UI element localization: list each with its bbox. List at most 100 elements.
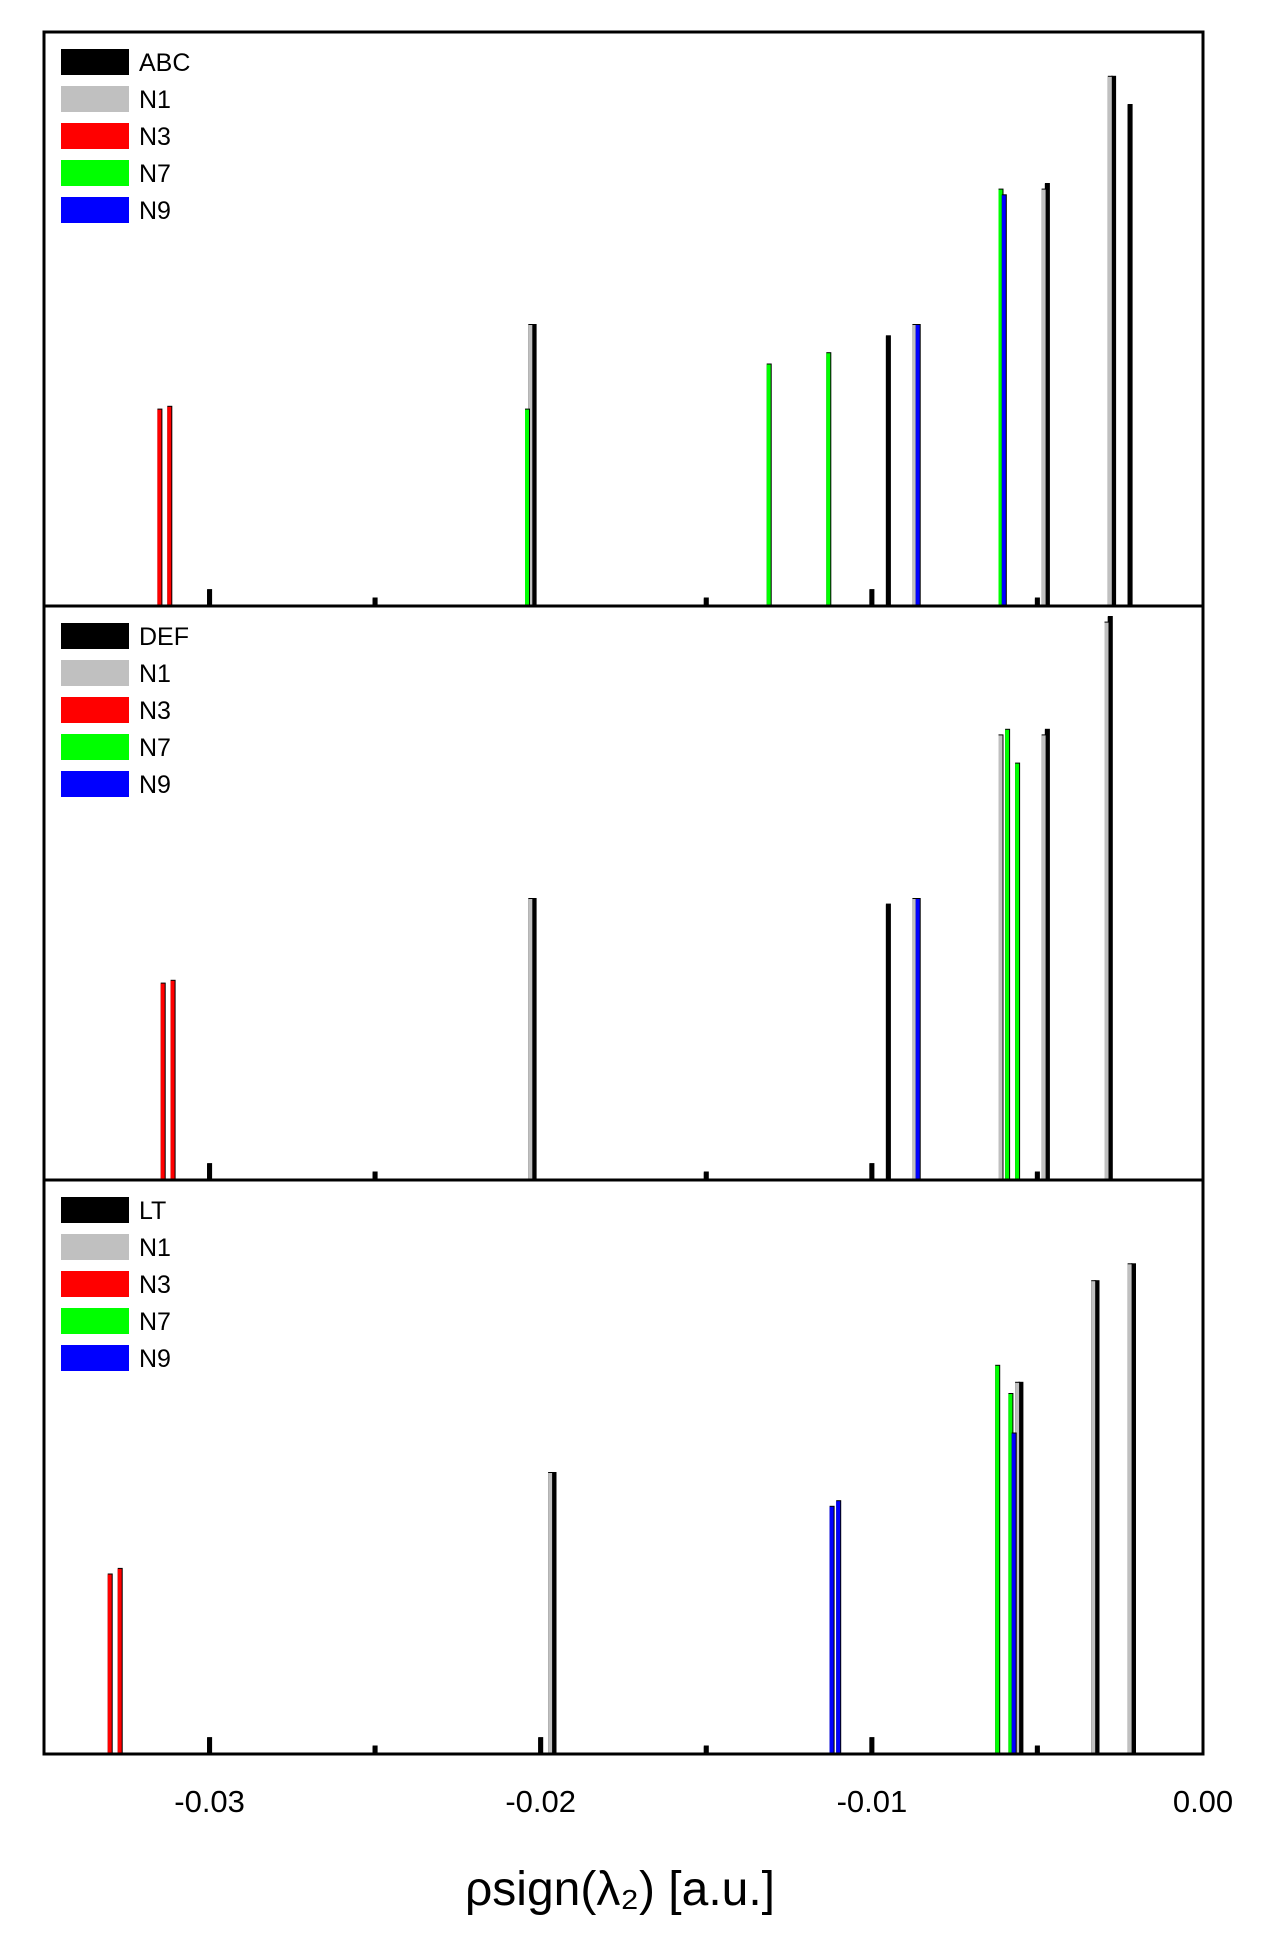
bar-n1 — [998, 735, 1003, 1180]
bar-n1 — [528, 899, 533, 1180]
legend-label-n7: N7 — [139, 1308, 171, 1336]
bar-def — [372, 1172, 377, 1180]
bar-n9 — [915, 325, 920, 606]
legend-label-lt: LT — [139, 1197, 166, 1225]
x-tick-label: 0.00 — [1173, 1784, 1233, 1819]
bar-n7 — [525, 409, 529, 606]
bar-n1 — [1041, 189, 1046, 606]
bar-lt — [1094, 1281, 1099, 1754]
bar-abc — [1127, 105, 1132, 606]
x-tick-label: -0.02 — [505, 1784, 576, 1819]
legend-swatch-n3 — [61, 697, 129, 723]
bar-abc — [1044, 184, 1049, 606]
bar-n7 — [1008, 1394, 1013, 1754]
bar-n9 — [1001, 195, 1006, 607]
legend-swatch-n1 — [61, 86, 129, 112]
panel-2: DEF N1 N3 N7 N9 — [42, 604, 1205, 1182]
x-axis-title: ρsign(λ₂) [a.u.] — [465, 1863, 775, 1916]
legend-label-n9: N9 — [139, 771, 171, 799]
bar-abc — [869, 590, 874, 606]
bar-lt — [551, 1473, 556, 1754]
bar-abc — [1111, 76, 1116, 607]
legend-label-n9: N9 — [139, 197, 171, 225]
legend-label-def: DEF — [139, 623, 189, 651]
bar-abc — [703, 598, 708, 606]
bar-abc — [531, 325, 536, 606]
bar-abc — [372, 598, 377, 606]
bar-lt — [207, 1738, 212, 1754]
legend-swatch-n7 — [61, 734, 129, 760]
bar-n7 — [998, 189, 1003, 606]
bar-n1 — [1015, 1382, 1020, 1754]
panel-frame — [42, 30, 1205, 608]
legend-label-n1: N1 — [139, 1234, 171, 1262]
legend-label-n7: N7 — [139, 734, 171, 762]
legend: DEF N1 N3 N7 N9 — [61, 623, 189, 799]
bar-n9 — [829, 1506, 834, 1754]
bar-n3 — [170, 980, 175, 1180]
legend-label-n9: N9 — [139, 1345, 171, 1373]
legend-swatch-def — [61, 623, 129, 649]
bar-def — [869, 1164, 874, 1180]
legend: LT N1 N3 N7 N9 — [61, 1197, 171, 1373]
legend-label-abc: ABC — [139, 49, 190, 77]
bar-n1 — [1107, 76, 1112, 607]
x-tick-labels: -0.03 -0.02 -0.01 0.00 — [174, 1784, 1233, 1819]
bar-n1 — [1127, 1264, 1132, 1754]
bar-lt — [538, 1738, 543, 1754]
bar-n7 — [995, 1365, 1000, 1754]
bar-n3 — [167, 406, 172, 606]
x-tick-label: -0.01 — [837, 1784, 908, 1819]
bar-n7 — [1005, 729, 1010, 1180]
bar-def — [531, 899, 536, 1180]
legend-label-n3: N3 — [139, 697, 171, 725]
bar-lt — [869, 1738, 874, 1754]
bar-lt — [372, 1746, 377, 1754]
bar-n7 — [1015, 763, 1020, 1180]
legend-swatch-n3 — [61, 123, 129, 149]
legend-swatch-lt — [61, 1197, 129, 1223]
legend-label-n1: N1 — [139, 86, 171, 114]
bar-n1 — [528, 325, 533, 606]
legend-label-n3: N3 — [139, 1271, 171, 1299]
bar-lt — [1034, 1746, 1039, 1754]
bar-lt — [1018, 1382, 1023, 1754]
bar-lt — [1131, 1264, 1135, 1754]
legend-swatch-n9 — [61, 1345, 129, 1371]
bar-n1 — [912, 899, 917, 1180]
bar-n9 — [1011, 1433, 1016, 1754]
bar-n3 — [117, 1568, 122, 1754]
legend-swatch-n1 — [61, 660, 129, 686]
legend-label-n3: N3 — [139, 123, 171, 151]
legend-swatch-abc — [61, 49, 129, 75]
bar-n1 — [1041, 735, 1046, 1180]
bar-def — [1107, 617, 1112, 1180]
bar-abc — [207, 590, 212, 606]
panel-1: ABC N1 N3 N7 N9 — [42, 30, 1205, 608]
bar-n3 — [160, 983, 165, 1180]
bar-n7 — [826, 353, 831, 606]
bar-n7 — [766, 364, 771, 606]
bar-def — [703, 1172, 708, 1180]
panel-frame — [42, 604, 1205, 1182]
legend-label-n1: N1 — [139, 660, 171, 688]
bar-n1 — [912, 325, 917, 606]
bar-def — [885, 904, 890, 1180]
legend: ABC N1 N3 N7 N9 — [61, 49, 190, 225]
bar-def — [1034, 1172, 1039, 1180]
legend-swatch-n1 — [61, 1234, 129, 1260]
chart-panels: ABC N1 N3 N7 N9 DEF N1 N3 N7 N9 LT N1 N3 N7 N9 — [42, 30, 1205, 1756]
legend-swatch-n9 — [61, 771, 129, 797]
bar-n3 — [157, 409, 162, 606]
bar-abc — [885, 336, 890, 606]
legend-swatch-n9 — [61, 197, 129, 223]
bar-def — [1044, 729, 1049, 1180]
x-tick-label: -0.03 — [174, 1784, 245, 1819]
bar-n1 — [548, 1473, 553, 1754]
bar-n9 — [836, 1501, 841, 1754]
bar-n1 — [1091, 1281, 1096, 1754]
panel-frame — [42, 1178, 1205, 1756]
bar-abc — [1034, 598, 1039, 606]
bar-n9 — [915, 899, 920, 1180]
